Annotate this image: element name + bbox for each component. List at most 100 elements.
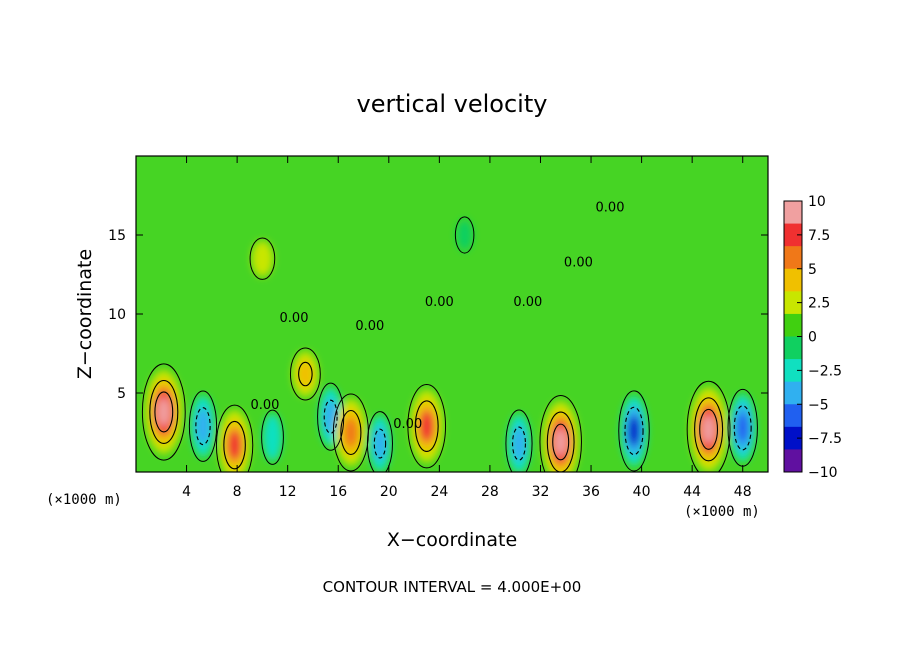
y-tick-label: 10 (108, 307, 126, 323)
contour-ring (340, 409, 362, 456)
contour-interval-label: CONTOUR INTERVAL = 4.000E+00 (323, 578, 582, 596)
contour-label: 0.00 (425, 295, 454, 310)
colorbar-segment (784, 201, 802, 225)
contour-labels: 0.00 0.00 0.00 0.00 0.00 0.00 0.00 0.00 (250, 200, 624, 431)
colorbar-segment (784, 291, 802, 315)
y-tick-label: 15 (108, 228, 126, 244)
x-tick-label: 28 (481, 484, 499, 500)
x-tick-label: 44 (683, 484, 701, 500)
contour-ring (373, 428, 387, 459)
contour-ring (195, 407, 211, 446)
field-blob (323, 398, 338, 435)
zero-contour (686, 380, 731, 472)
x-tick-label: 20 (380, 484, 398, 500)
x-axis: 4 8 12 16 20 24 28 32 36 40 44 48 (182, 156, 752, 500)
contour-ring (624, 406, 644, 456)
colorbar-segment (784, 268, 802, 292)
zero-contour (215, 404, 254, 472)
colorbar-tick-label: 5 (808, 262, 817, 278)
contour-label: 0.00 (513, 295, 542, 310)
colorbar-segment (784, 359, 802, 383)
colorbar-tick-label: −10 (808, 465, 838, 481)
field-blob (195, 407, 211, 446)
colorbar-segment (784, 223, 802, 247)
field-blob (157, 397, 171, 427)
zero-contour (618, 390, 650, 472)
zero-contour (261, 409, 284, 465)
contour-label: 0.00 (596, 200, 625, 215)
x-axis-label: X−coordinate (387, 529, 517, 551)
field-blob (251, 240, 274, 277)
colorbar-tick-label: 2.5 (808, 296, 830, 312)
y-axis-label: Z−coordinate (74, 249, 96, 379)
colorbar-tick-label: 7.5 (808, 228, 830, 244)
contour-ring (149, 379, 179, 444)
contour-ring (694, 397, 724, 462)
contour-ring (552, 423, 570, 461)
contour-label: 0.00 (564, 256, 593, 271)
field-blob (297, 360, 314, 388)
colorbar-tick-label: 10 (808, 194, 826, 210)
colorbar-segment (784, 336, 802, 360)
x-axis-unit-left: (×1000 m) (46, 492, 122, 508)
field-blob (263, 413, 282, 461)
contour-ring (512, 426, 526, 461)
contour-label: 0.00 (250, 398, 279, 413)
contour-label: 0.00 (280, 311, 309, 326)
x-tick-label: 36 (582, 484, 600, 500)
colorbar-tick-label: 0 (808, 330, 817, 346)
y-axis: 5 10 15 (108, 228, 768, 402)
zero-contour (539, 394, 582, 472)
x-axis-unit-right: (×1000 m) (684, 504, 760, 520)
zero-contour (188, 390, 218, 462)
field-blob (554, 427, 567, 457)
field-blob (702, 414, 716, 444)
field-blob (373, 426, 387, 461)
velocity-field (145, 219, 756, 472)
plot-area: 0.00 0.00 0.00 0.00 0.00 0.00 0.00 0.00 (136, 156, 768, 472)
zero-contour (505, 409, 533, 472)
x-tick-label: 4 (182, 484, 191, 500)
contour-label: 0.00 (393, 417, 422, 432)
x-tick-label: 16 (329, 484, 347, 500)
contour-ring (699, 408, 719, 450)
zero-contour (141, 363, 186, 461)
field-blob (456, 219, 473, 251)
colorbar-tick-label: −2.5 (808, 363, 842, 379)
x-tick-label: 48 (734, 484, 752, 500)
x-tick-label: 32 (532, 484, 550, 500)
x-tick-label: 24 (430, 484, 448, 500)
field-blob (628, 415, 640, 447)
contour-ring (298, 361, 313, 387)
contour-ring (223, 420, 246, 470)
zero-contour (249, 237, 276, 280)
colorbar-segment (784, 313, 802, 337)
zero-contour (366, 411, 393, 472)
colorbar-segment (784, 449, 802, 473)
zero-contour (407, 384, 447, 469)
chart-title: vertical velocity (357, 90, 548, 118)
field-blob (737, 412, 749, 443)
colorbar-tick-label: −7.5 (808, 431, 842, 447)
field-blob (227, 429, 242, 461)
contour-ring (323, 399, 338, 434)
contour-ring (733, 405, 752, 451)
contour-label: 0.00 (355, 319, 384, 334)
colorbar: 10 7.5 5 2.5 0 −2.5 −5 −7.5 −10 (783, 194, 842, 481)
contour-ring (414, 400, 439, 453)
x-tick-label: 40 (633, 484, 651, 500)
colorbar-segment (784, 246, 802, 270)
colorbar-segment (784, 404, 802, 428)
x-tick-label: 8 (233, 484, 242, 500)
colorbar-tick-label: −5 (808, 397, 829, 413)
field-blob (511, 425, 526, 462)
colorbar-segment (784, 426, 802, 450)
contour-ring (154, 391, 174, 433)
contour-lines (141, 216, 758, 472)
y-tick-label: 5 (117, 386, 126, 402)
x-tick-label: 12 (279, 484, 297, 500)
field-blob (344, 417, 358, 448)
zero-contour (454, 216, 475, 254)
field-blob (419, 410, 434, 443)
